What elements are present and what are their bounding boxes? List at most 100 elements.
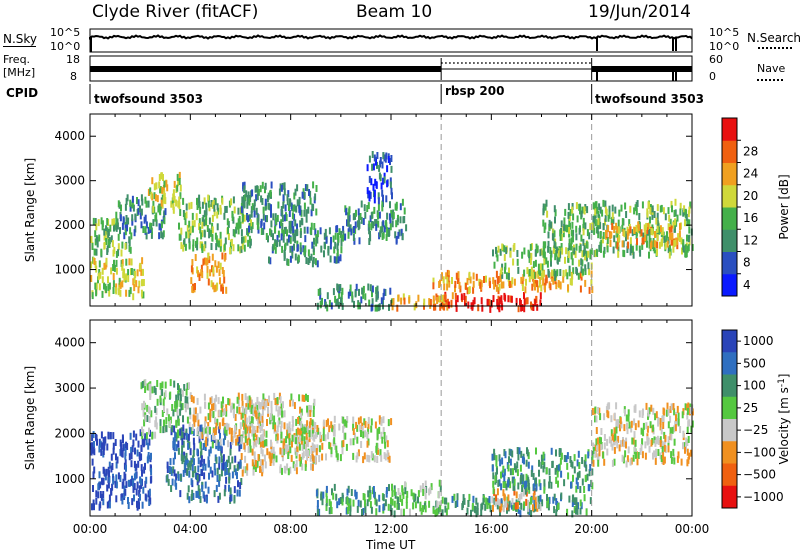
velocity-cell (587, 451, 590, 459)
velocity-cell (684, 403, 687, 411)
power-cell (198, 201, 201, 209)
velocity-colorbar-swatch-3 (722, 396, 737, 420)
velocity-cell (275, 434, 278, 442)
velocity-cell (207, 413, 210, 421)
power-cell (674, 209, 677, 217)
power-cell (334, 241, 337, 249)
cpid-segment-2: rbsp 200 (445, 84, 505, 98)
power-cell (110, 267, 113, 275)
power-cell (237, 244, 240, 252)
power-cell (360, 296, 363, 304)
power-cell (367, 202, 370, 210)
power-cell (119, 281, 122, 289)
velocity-cell (503, 500, 506, 508)
power-cell (370, 212, 373, 220)
power-cell (368, 238, 371, 245)
velocity-cell (382, 416, 385, 424)
power-cell (493, 261, 496, 269)
velocity-cell (92, 431, 95, 439)
power-cell (164, 197, 167, 205)
power-cell (184, 243, 187, 251)
power-cell (381, 200, 384, 208)
velocity-cell (316, 444, 319, 452)
power-cell (178, 202, 181, 210)
power-cell (128, 289, 131, 297)
power-cell (584, 264, 587, 272)
power-cell (154, 194, 157, 202)
power-cell (497, 295, 500, 303)
velocity-cell (256, 404, 259, 412)
power-cell (443, 294, 446, 302)
velocity-cell (419, 485, 422, 493)
velocity-cell (129, 432, 132, 440)
power-cell (392, 298, 395, 305)
velocity-cell (177, 383, 179, 391)
power-cell (111, 240, 114, 248)
velocity-cell (170, 485, 173, 492)
velocity-cell (404, 487, 407, 495)
velocity-cell (300, 420, 303, 428)
velocity-cell (507, 464, 510, 472)
velocity-cell (536, 501, 539, 509)
power-cell (107, 276, 109, 284)
velocity-cell (376, 428, 379, 436)
power-cell (457, 271, 460, 279)
power-cell (645, 222, 648, 230)
velocity-cell (653, 450, 656, 458)
power-cell (323, 250, 325, 258)
power-cell (565, 269, 568, 277)
velocity-cell (281, 454, 284, 462)
power-cell (551, 269, 554, 277)
power-cell (205, 218, 207, 226)
power-cell (539, 249, 542, 257)
velocity-cell (474, 505, 476, 513)
power-cell (621, 218, 624, 226)
velocity-cell (162, 398, 165, 406)
power-cell (395, 220, 398, 228)
power-cell (281, 229, 284, 236)
velocity-cell (214, 428, 217, 435)
power-cell (383, 154, 386, 162)
velocity-cell (271, 452, 274, 460)
velocity-cell (487, 498, 489, 506)
velocity-cell (295, 418, 298, 426)
power-cell (288, 225, 291, 233)
velocity-cell (521, 456, 524, 464)
velocity-cell (640, 444, 643, 452)
power-cell (299, 245, 302, 253)
power-cell (505, 247, 508, 255)
velocity-cell (341, 492, 344, 500)
power-cell (101, 267, 104, 275)
power-cell (679, 223, 681, 231)
power-cell (288, 235, 290, 243)
velocity-cell (596, 437, 599, 445)
velocity-cell (345, 420, 348, 428)
power-colorbar-swatch-4 (722, 184, 737, 208)
velocity-cell (223, 408, 226, 416)
power-cell (286, 229, 288, 237)
power-cell (573, 247, 576, 255)
velocity-cell (179, 490, 182, 498)
power-cell (294, 188, 297, 196)
velocity-cell (625, 437, 628, 445)
power-cell (644, 227, 647, 235)
velocity-cell (557, 464, 560, 472)
power-cell (515, 297, 518, 305)
power-cell (523, 269, 526, 277)
power-cell (392, 212, 395, 220)
power-cell (489, 281, 491, 289)
power-cell (281, 209, 284, 217)
power-cell (369, 215, 372, 223)
velocity-cell (344, 432, 347, 440)
power-cell (367, 191, 370, 199)
power-cell (203, 230, 206, 238)
velocity-cell (179, 394, 182, 402)
power-cell (651, 212, 654, 220)
velocity-cell (671, 426, 674, 434)
power-cell (108, 289, 111, 297)
velocity-cell (594, 406, 597, 414)
power-cell (122, 271, 125, 279)
velocity-cell (215, 394, 218, 402)
velocity-cell (192, 437, 195, 445)
power-cell (564, 208, 567, 216)
